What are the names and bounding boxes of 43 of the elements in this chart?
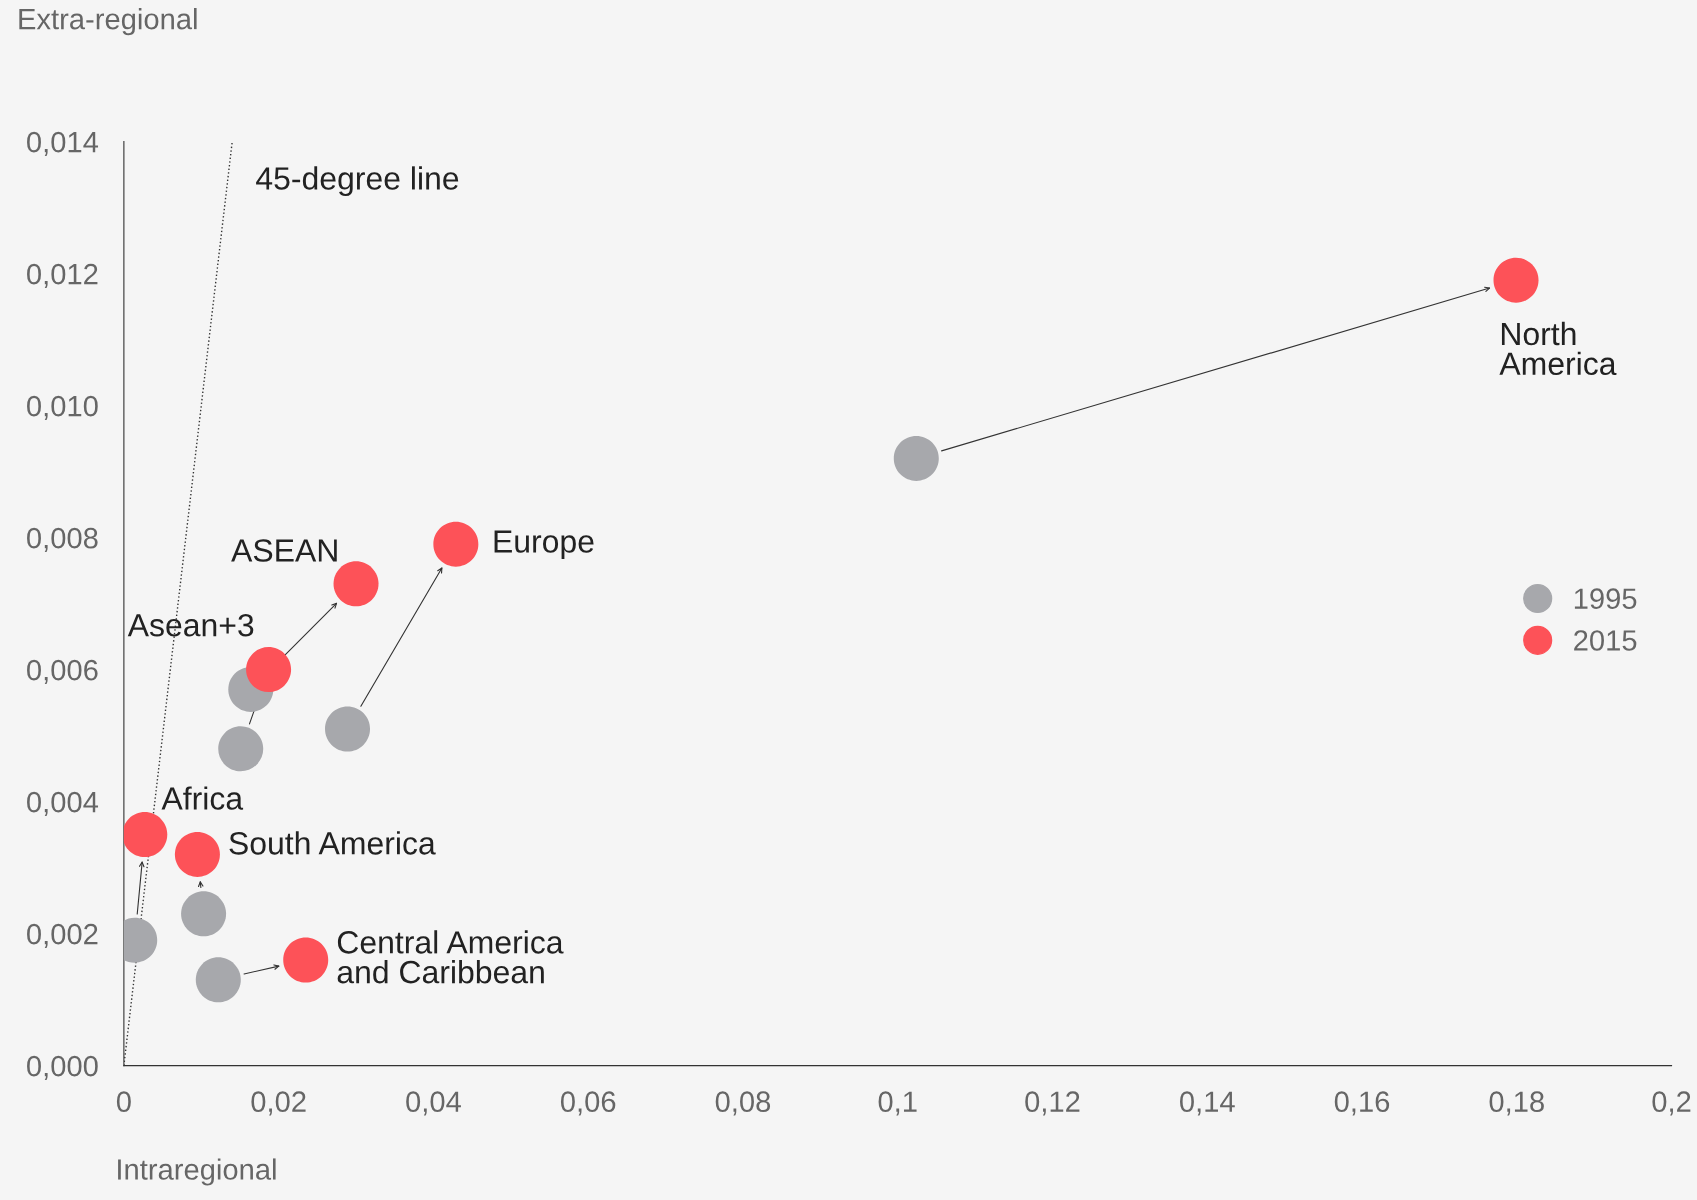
annotation: North America	[1499, 321, 1617, 376]
annotation: South America	[229, 831, 436, 855]
point	[1493, 257, 1539, 303]
y-tick-label: 0,014	[27, 131, 99, 156]
point	[433, 521, 479, 567]
x-tick-label: 0,12	[1025, 1091, 1080, 1116]
point	[181, 891, 227, 937]
point	[325, 706, 371, 752]
legend-label: 2015	[1574, 630, 1637, 651]
x-tick-label: 0,14	[1180, 1091, 1235, 1116]
x-axis-title: Intraregional	[118, 1158, 276, 1186]
annotation: Africa	[161, 786, 244, 810]
x-tick-label: 0,16	[1334, 1091, 1390, 1116]
point	[123, 812, 168, 858]
x-tick-label: 0,1	[878, 1091, 917, 1116]
point	[195, 957, 241, 1003]
x-tick-label: 0	[116, 1091, 131, 1113]
x-tick-label: 0,02	[251, 1091, 306, 1116]
y-axis-title: Extra-regional	[19, 8, 197, 36]
y-tick-label: 0,008	[27, 527, 98, 552]
y-tick-label: 0,012	[27, 263, 98, 288]
y-tick-label: 0,000	[27, 1055, 98, 1080]
x-tick-label: 0,2	[1652, 1091, 1691, 1116]
annotation: Central America and Caribbean	[337, 930, 564, 984]
legend-label: 1995	[1574, 588, 1637, 610]
x-tick-label: 0,04	[406, 1091, 461, 1116]
point	[218, 726, 264, 772]
x-tick-label: 0,06	[560, 1091, 616, 1116]
x-tick-label: 0,18	[1489, 1091, 1544, 1116]
annotation: Asean+3	[127, 613, 254, 637]
point	[333, 561, 379, 607]
annotation: Europe	[494, 530, 594, 560]
annotation: ASEAN	[231, 539, 337, 562]
y-tick-label: 0,004	[27, 791, 99, 816]
point	[174, 831, 220, 877]
annotation: 45-degree line	[256, 166, 459, 197]
point	[246, 647, 292, 693]
point	[283, 937, 329, 983]
x-tick-label: 0,08	[715, 1091, 771, 1116]
y-tick-label: 0,010	[27, 395, 98, 420]
y-tick-label: 0,002	[27, 923, 98, 948]
y-tick-label: 0,006	[27, 659, 98, 684]
point	[893, 435, 939, 481]
